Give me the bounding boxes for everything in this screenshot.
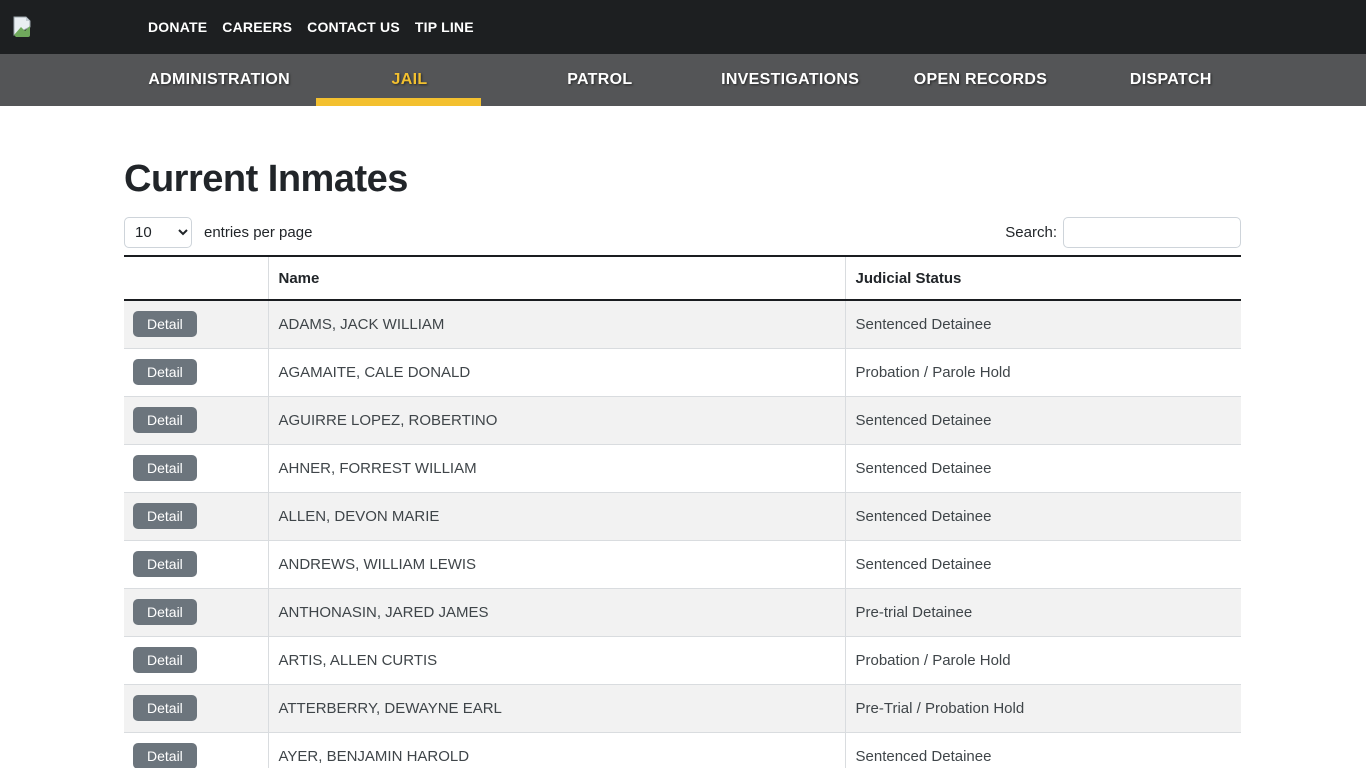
judicial-status-cell: Sentenced Detainee [844, 444, 1241, 493]
detail-button[interactable]: Detail [133, 503, 197, 529]
topbar: DONATE CAREERS CONTACT US TIP LINE [0, 0, 1366, 54]
inmate-name-cell: ALLEN, DEVON MARIE [267, 492, 845, 541]
table-row: Detail ARTIS, ALLEN CURTIS Probation / P… [124, 636, 1241, 685]
entries-per-page-label: entries per page [204, 224, 313, 241]
table-controls: 10 entries per page Search: [124, 217, 1241, 248]
detail-button[interactable]: Detail [133, 743, 197, 768]
nav-item[interactable]: JAIL [314, 54, 504, 106]
status-column-header: Judicial Status [844, 255, 1241, 301]
judicial-status-cell: Sentenced Detainee [844, 732, 1241, 768]
nav-item[interactable]: OPEN RECORDS [913, 71, 1048, 88]
topbar-link[interactable]: CAREERS [222, 19, 293, 35]
inmate-name-cell: AGUIRRE LOPEZ, ROBERTINO [267, 396, 845, 445]
nav-item[interactable]: DISPATCH [1129, 71, 1212, 88]
nav-item[interactable]: INVESTIGATIONS [721, 71, 860, 88]
inmates-table-body: Detail ADAMS, JACK WILLIAM Sentenced Det… [124, 300, 1241, 768]
table-row: Detail ALLEN, DEVON MARIE Sentenced Deta… [124, 492, 1241, 541]
detail-button[interactable]: Detail [133, 407, 197, 433]
search-input[interactable] [1063, 217, 1241, 248]
name-column-header: Name [267, 255, 845, 301]
table-row: Detail ATTERBERRY, DEWAYNE EARL Pre-Tria… [124, 684, 1241, 733]
table-row: Detail ADAMS, JACK WILLIAM Sentenced Det… [124, 300, 1241, 349]
table-row: Detail AYER, BENJAMIN HAROLD Sentenced D… [124, 732, 1241, 768]
inmates-table: Name Judicial Status Detail ADAMS, JACK … [124, 255, 1241, 768]
nav-item[interactable]: PATROL [567, 71, 633, 88]
inmate-name-cell: ARTIS, ALLEN CURTIS [267, 636, 845, 685]
judicial-status-cell: Sentenced Detainee [844, 540, 1241, 589]
inmate-name-cell: ATTERBERRY, DEWAYNE EARL [267, 684, 845, 733]
judicial-status-cell: Pre-trial Detainee [844, 588, 1241, 637]
detail-button[interactable]: Detail [133, 695, 197, 721]
broken-image-icon [12, 14, 34, 40]
inmate-name-cell: AHNER, FORREST WILLIAM [267, 444, 845, 493]
inmate-name-cell: ANDREWS, WILLIAM LEWIS [267, 540, 845, 589]
detail-button[interactable]: Detail [133, 551, 197, 577]
topbar-link[interactable]: DONATE [148, 19, 208, 35]
judicial-status-cell: Sentenced Detainee [844, 300, 1241, 349]
topbar-link[interactable]: CONTACT US [307, 19, 400, 35]
inmate-name-cell: AYER, BENJAMIN HAROLD [267, 732, 845, 768]
topbar-links: DONATE CAREERS CONTACT US TIP LINE [148, 19, 474, 35]
entries-per-page-select[interactable]: 10 [124, 217, 192, 248]
table-row: Detail AGAMAITE, CALE DONALD Probation /… [124, 348, 1241, 397]
judicial-status-cell: Probation / Parole Hold [844, 636, 1241, 685]
inmate-name-cell: ANTHONASIN, JARED JAMES [267, 588, 845, 637]
judicial-status-cell: Probation / Parole Hold [844, 348, 1241, 397]
table-row: Detail ANDREWS, WILLIAM LEWIS Sentenced … [124, 540, 1241, 589]
detail-column-header [124, 255, 268, 301]
table-header-row: Name Judicial Status [124, 255, 1241, 301]
judicial-status-cell: Sentenced Detainee [844, 396, 1241, 445]
inmate-name-cell: AGAMAITE, CALE DONALD [267, 348, 845, 397]
content: Current Inmates 10 entries per page Sear… [124, 106, 1241, 768]
detail-button[interactable]: Detail [133, 359, 197, 385]
main-nav-items: ADMINISTRATION JAIL PATROL INVESTIGATION… [124, 54, 1266, 106]
detail-button[interactable]: Detail [133, 647, 197, 673]
detail-button[interactable]: Detail [133, 311, 197, 338]
inmate-name-cell: ADAMS, JACK WILLIAM [267, 300, 845, 349]
detail-button[interactable]: Detail [133, 599, 197, 625]
table-row: Detail ANTHONASIN, JARED JAMES Pre-trial… [124, 588, 1241, 637]
main-nav: ADMINISTRATION JAIL PATROL INVESTIGATION… [0, 54, 1366, 106]
table-row: Detail AGUIRRE LOPEZ, ROBERTINO Sentence… [124, 396, 1241, 445]
judicial-status-cell: Pre-Trial / Probation Hold [844, 684, 1241, 733]
table-row: Detail AHNER, FORREST WILLIAM Sentenced … [124, 444, 1241, 493]
page-title: Current Inmates [124, 158, 408, 200]
nav-item[interactable]: ADMINISTRATION [148, 71, 290, 88]
search-label: Search: [1005, 224, 1057, 241]
judicial-status-cell: Sentenced Detainee [844, 492, 1241, 541]
topbar-link[interactable]: TIP LINE [414, 19, 474, 35]
detail-button[interactable]: Detail [133, 455, 197, 481]
